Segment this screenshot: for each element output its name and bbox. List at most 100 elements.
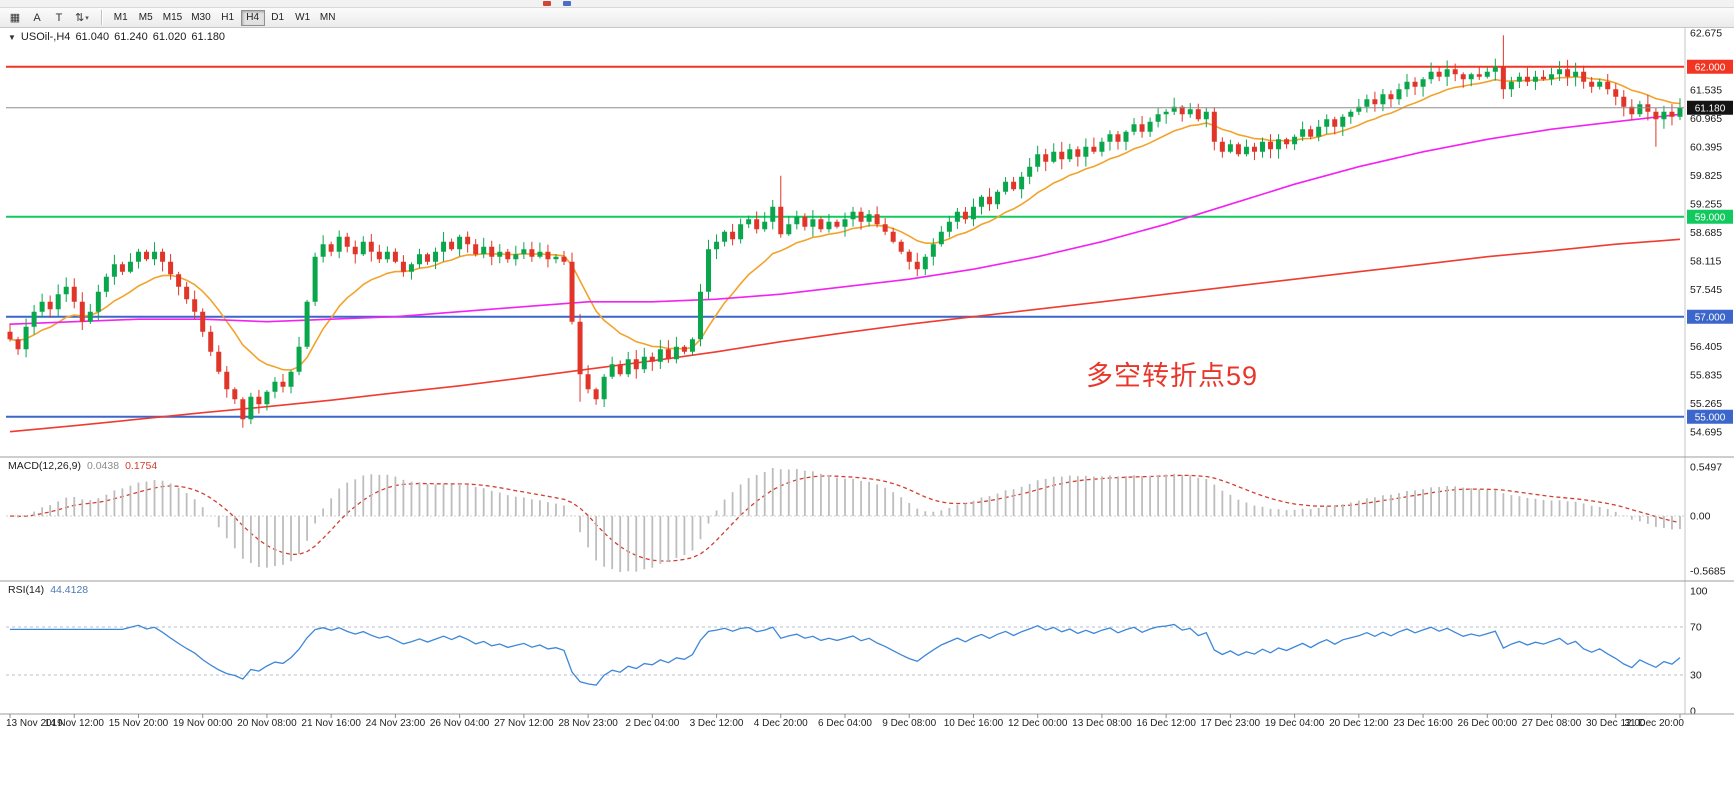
ohlc-low: 61.020 — [152, 31, 187, 43]
chart-symbol-label: USOil-,H4 — [20, 31, 71, 43]
macd-axis-label: 0.00 — [1690, 511, 1711, 523]
price-tick-label: 56.405 — [1690, 341, 1722, 353]
time-axis-label: 2 Dec 04:00 — [625, 718, 679, 729]
price-tick-label: 55.265 — [1690, 398, 1722, 410]
time-axis-label: 20 Nov 08:00 — [237, 718, 297, 729]
mid-ma-line — [9, 113, 1681, 325]
price-badge-label: 61.180 — [1695, 103, 1726, 114]
time-axis-label: 14 Nov 12:00 — [44, 718, 104, 729]
time-axis-label: 17 Dec 23:00 — [1201, 718, 1261, 729]
time-axis-label: 28 Nov 23:00 — [558, 718, 618, 729]
toolbar: ▦ A T ⇅ ▾ M1 M5 M15 M30 H1 H4 D1 W1 MN — [0, 8, 1734, 28]
time-axis-label: 15 Nov 20:00 — [109, 718, 169, 729]
toolbar-separator — [100, 10, 103, 25]
chart-header: ▼ USOil-,H4 61.040 61.240 61.020 61.180 — [8, 31, 225, 43]
price-badge-label: 55.000 — [1695, 412, 1726, 423]
price-tick-label: 60.395 — [1690, 142, 1722, 154]
time-axis-label: 27 Nov 12:00 — [494, 718, 554, 729]
macd-axis-label: -0.5685 — [1690, 566, 1726, 578]
clipped-icon-blue — [563, 1, 571, 6]
text-tool-icon[interactable]: T — [49, 9, 69, 26]
rsi-name: RSI(14) — [8, 584, 45, 596]
time-axis-label: 19 Nov 00:00 — [173, 718, 233, 729]
market-grid-icon[interactable]: ▦ — [5, 9, 25, 26]
ohlc-close: 61.180 — [191, 31, 226, 43]
time-axis-label: 26 Nov 04:00 — [430, 718, 490, 729]
time-axis-label: 24 Nov 23:00 — [366, 718, 426, 729]
time-axis-label: 20 Dec 12:00 — [1329, 718, 1389, 729]
timeframe-h4-button[interactable]: H4 — [240, 9, 265, 26]
sort-arrows-icon[interactable]: ⇅ ▾ — [71, 9, 93, 26]
time-axis-label: 16 Dec 12:00 — [1136, 718, 1196, 729]
time-axis-label: 6 Dec 04:00 — [818, 718, 872, 729]
rsi-indicator-label: RSI(14) 44.4128 — [8, 584, 88, 596]
price-tick-label: 62.675 — [1690, 28, 1722, 40]
timeframe-m15-button[interactable]: M15 — [159, 10, 186, 26]
time-axis-label: 21 Nov 16:00 — [301, 718, 361, 729]
price-tick-label: 59.255 — [1690, 199, 1722, 211]
price-badge-label: 57.000 — [1695, 312, 1726, 323]
dropdown-caret-icon: ▾ — [85, 14, 89, 22]
time-axis-label: 9 Dec 08:00 — [882, 718, 936, 729]
cursor-a-icon[interactable]: A — [27, 9, 47, 26]
timeframe-h1-button[interactable]: H1 — [216, 10, 240, 26]
rsi-axis-label: 30 — [1690, 670, 1702, 682]
time-axis-label: 3 Dec 12:00 — [690, 718, 744, 729]
time-axis-label: 4 Dec 20:00 — [754, 718, 808, 729]
timeframe-m5-button[interactable]: M5 — [134, 10, 158, 26]
price-tick-label: 54.695 — [1690, 427, 1722, 439]
macd-histogram — [17, 468, 1681, 572]
price-tick-label: 57.545 — [1690, 284, 1722, 296]
macd-signal-value: 0.1754 — [125, 460, 158, 472]
time-axis-label: 31 Dec 20:00 — [1625, 718, 1685, 729]
rsi-panel: 100 70 30 0 — [0, 580, 1734, 718]
rsi-axis-label: 100 — [1690, 586, 1708, 598]
time-axis-label: 23 Dec 16:00 — [1393, 718, 1453, 729]
macd-name: MACD(12,26,9) — [8, 460, 81, 472]
rsi-axis-label: 0 — [1690, 706, 1696, 718]
macd-indicator-label: MACD(12,26,9) 0.0438 0.1754 — [8, 460, 157, 472]
chart-collapse-icon[interactable]: ▼ — [8, 32, 16, 42]
time-axis-label: 19 Dec 04:00 — [1265, 718, 1325, 729]
price-tick-label: 55.835 — [1690, 370, 1722, 382]
time-axis-label: 13 Nov 2019 — [6, 718, 63, 729]
macd-main-value: 0.0438 — [86, 460, 120, 472]
timeframe-mn-button[interactable]: MN — [316, 10, 340, 26]
timeframe-m1-button[interactable]: M1 — [109, 10, 133, 26]
rsi-axis-label: 70 — [1690, 622, 1702, 634]
price-tick-label: 58.685 — [1690, 227, 1722, 239]
rsi-value: 44.4128 — [50, 584, 89, 596]
price-tick-label: 61.535 — [1690, 85, 1722, 97]
slow-ma-line — [9, 238, 1681, 433]
price-badge-label: 62.000 — [1695, 62, 1726, 73]
horizontal-level-lines — [6, 65, 1684, 418]
time-axis-label: 13 Dec 08:00 — [1072, 718, 1132, 729]
time-axis-label: 12 Dec 00:00 — [1008, 718, 1068, 729]
chart-plot-area[interactable] — [0, 27, 1734, 457]
timeframe-d1-button[interactable]: D1 — [266, 10, 290, 26]
price-tick-label: 60.965 — [1690, 113, 1722, 125]
price-scale[interactable]: 62.675 61.535 60.965 60.395 59.825 59.255 58.6… — [1684, 27, 1733, 714]
clipped-menubar-strip — [0, 0, 1734, 8]
price-tick-label: 59.825 — [1690, 170, 1722, 182]
time-axis-label: 30 Dec 12:00 — [1586, 718, 1646, 729]
timeframe-w1-button[interactable]: W1 — [291, 10, 315, 26]
toolbar-icon-group: ▦ A T ⇅ ▾ — [5, 9, 95, 26]
macd-signal-line — [9, 474, 1681, 562]
clipped-icon-red — [543, 1, 551, 6]
macd-axis-label: 0.5497 — [1690, 462, 1722, 474]
ohlc-open: 61.040 — [75, 31, 110, 43]
rsi-line — [10, 623, 1681, 686]
ohlc-high: 61.240 — [114, 31, 148, 43]
candles-layer — [7, 35, 1683, 428]
time-axis-label: 27 Dec 08:00 — [1522, 718, 1582, 729]
time-axis-label: 10 Dec 16:00 — [944, 718, 1004, 729]
macd-panel: 0.5497 0.00 -0.5685 — [0, 456, 1734, 578]
chart-text-annotation: 多空转折点59 — [1086, 361, 1259, 391]
timeframe-button-group: M1 M5 M15 M30 H1 H4 D1 W1 MN — [109, 9, 341, 26]
timeframe-m30-button[interactable]: M30 — [187, 10, 214, 26]
time-axis-label: 26 Dec 00:00 — [1458, 718, 1518, 729]
price-badge-label: 59.000 — [1695, 212, 1726, 223]
